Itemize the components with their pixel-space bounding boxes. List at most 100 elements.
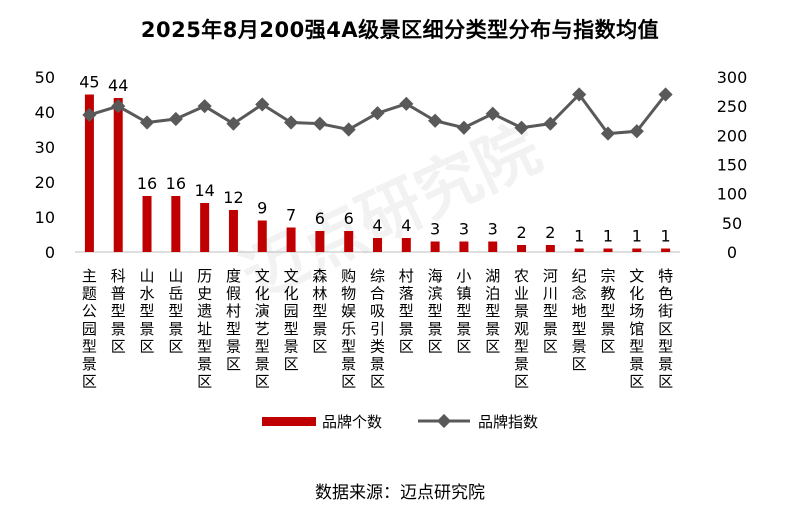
bar-value-label: 7 [286, 206, 296, 225]
bar-value-label: 9 [257, 199, 267, 218]
y-right-tick-label: 300 [717, 68, 748, 87]
line-point [600, 126, 616, 141]
legend-line-swatch [418, 414, 470, 428]
y-right-tick-label: 250 [717, 97, 748, 116]
line-point [82, 107, 97, 122]
bar-value-label: 4 [372, 216, 382, 235]
x-tick-label: 农业景观型景区 [514, 267, 529, 391]
bar-value-label: 3 [459, 220, 469, 239]
bar [459, 241, 469, 252]
bar [142, 196, 152, 252]
bar-value-label: 44 [108, 76, 128, 95]
bar-value-label: 4 [401, 216, 411, 235]
line-point [312, 116, 327, 131]
watermark-logo: 迈点研究院 [230, 112, 551, 314]
x-tick-label: 河川型景区 [543, 267, 558, 355]
bar-series [84, 94, 671, 252]
bar [517, 245, 527, 252]
y-left-tick-label: 30 [35, 138, 55, 157]
line-point [629, 124, 644, 139]
line-point [197, 99, 212, 114]
x-tick-label: 湖泊型景区 [485, 267, 500, 355]
bar [661, 248, 671, 252]
bar [545, 245, 555, 252]
legend-item-line: 品牌指数 [416, 411, 538, 432]
bar [632, 248, 642, 252]
bar-value-label: 1 [574, 227, 584, 246]
bar [84, 94, 94, 252]
x-tick-label: 购物娱乐型景区 [341, 267, 356, 391]
bar-value-label: 16 [166, 174, 186, 193]
x-tick-label: 文化演艺型景区 [255, 267, 270, 391]
x-tick-label: 海滨型景区 [428, 267, 443, 355]
line-point [111, 99, 126, 114]
line-point [543, 116, 558, 131]
bar-value-label: 3 [488, 220, 498, 239]
bar [228, 210, 238, 252]
line-point [168, 111, 183, 127]
x-tick-label: 综合吸引类景区 [370, 267, 385, 391]
bar [344, 231, 354, 252]
bar-value-label: 6 [344, 209, 354, 228]
bar [488, 241, 498, 252]
bar-value-label: 2 [516, 223, 526, 242]
bar-value-label: 1 [661, 227, 671, 246]
bar [574, 248, 584, 252]
line-point [428, 113, 443, 128]
x-tick-label: 科普型景区 [111, 267, 126, 355]
x-tick-label: 特色街区型景区 [658, 267, 673, 391]
y-right-tick-label: 200 [717, 126, 748, 145]
line-point [485, 106, 500, 121]
x-tick-label: 山岳型景区 [168, 267, 183, 355]
legend-bar-label: 品牌个数 [321, 412, 382, 431]
x-tick-label: 纪念地型景区 [572, 267, 587, 373]
chart-axes: 0 10 20 30 40 50 0 50 100 150 200 250 300 主题公园型景区科普型景… [35, 68, 748, 391]
bar [113, 98, 123, 252]
x-tick-label: 小镇型景区 [456, 267, 471, 355]
source-note: 数据来源：迈点研究院 [315, 483, 485, 503]
legend: 品牌个数 品牌指数 [0, 408, 800, 434]
bar [257, 220, 267, 252]
legend-bar-swatch [261, 416, 316, 426]
line-series [82, 87, 673, 141]
x-tick-label: 度假村型景区 [226, 267, 241, 373]
line-point [370, 106, 385, 121]
bar-value-label: 6 [315, 209, 325, 228]
legend-line-label: 品牌指数 [478, 412, 539, 431]
y-right-tick-label: 100 [717, 185, 748, 204]
y-left-tick-label: 10 [35, 208, 55, 227]
bar [401, 238, 411, 252]
watermark-text: 迈点研究院 [230, 112, 551, 314]
line-point [572, 87, 587, 102]
line-point [284, 115, 299, 130]
y-left-tick-label: 40 [35, 103, 55, 122]
bar [373, 238, 382, 252]
bar [315, 231, 325, 252]
y-right-tick-label: 50 [722, 214, 742, 233]
x-tick-label: 主题公园型景区 [82, 267, 97, 391]
x-tick-label: 山水型景区 [140, 267, 155, 355]
x-tick-label: 文化园型景区 [284, 267, 299, 373]
bar [200, 203, 210, 252]
bar-value-label: 2 [545, 223, 555, 242]
bar-value-label: 12 [223, 188, 243, 207]
y-left-tick-label: 50 [35, 68, 55, 87]
y-right-tick-label: 150 [717, 156, 748, 175]
bar [171, 196, 181, 252]
chart-title: 2025年8月200强4A级景区细分类型分布与指数均值 [140, 18, 660, 42]
bar-value-label: 14 [194, 181, 214, 200]
x-tick-label: 森林型景区 [312, 267, 327, 355]
x-tick-label: 历史遗址型景区 [197, 267, 212, 391]
x-tick-label: 宗教型景区 [600, 267, 615, 355]
y-left-tick-label: 20 [35, 173, 55, 192]
line-point [139, 115, 155, 130]
line-point [514, 120, 529, 135]
bar [286, 227, 296, 252]
bar-value-label: 3 [430, 220, 440, 239]
y-left-tick-label: 0 [45, 243, 55, 262]
bar-value-label: 16 [137, 174, 157, 193]
line-point [255, 97, 270, 112]
legend-item-bar: 品牌个数 [261, 411, 382, 432]
